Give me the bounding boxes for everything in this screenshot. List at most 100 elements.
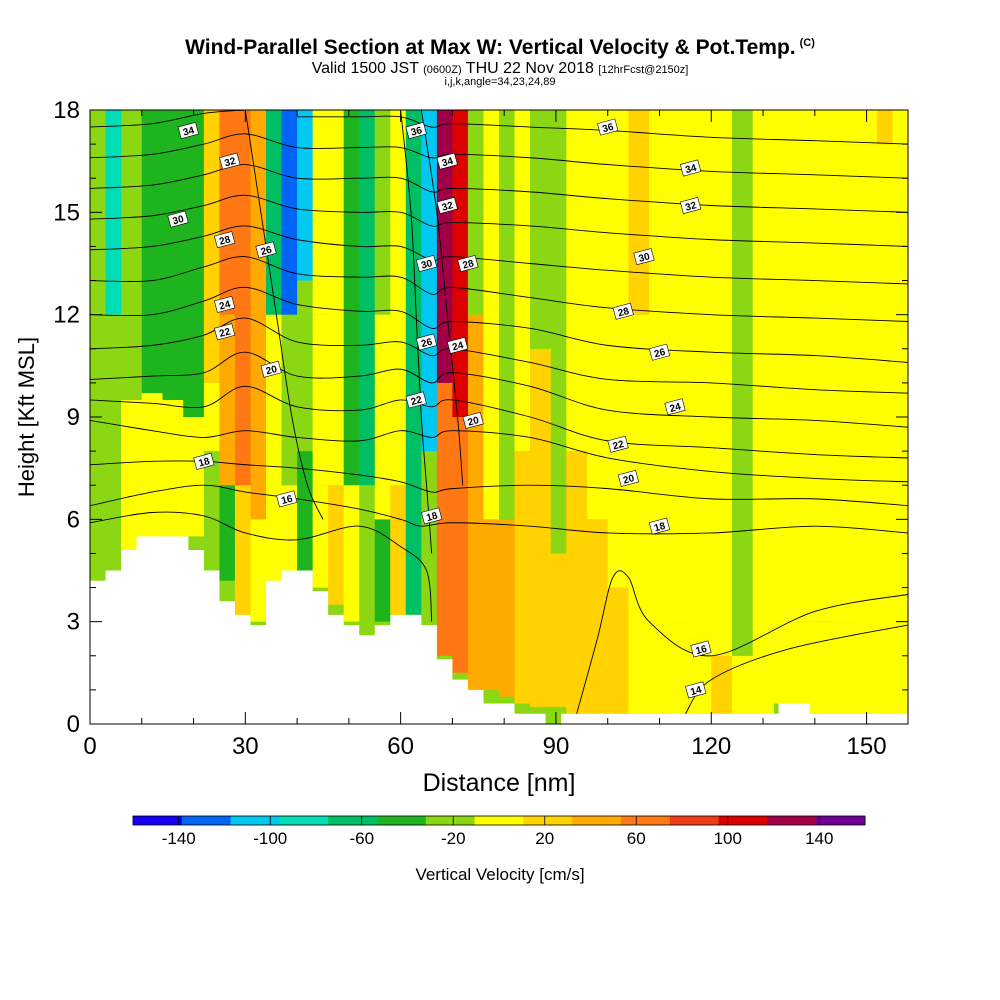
contour-label-text: 36 bbox=[601, 122, 615, 136]
velocity-cell bbox=[141, 110, 164, 394]
velocity-cell bbox=[773, 110, 795, 622]
theta-contour-line bbox=[90, 110, 246, 128]
velocity-cell bbox=[343, 110, 360, 486]
contour-label: 28 bbox=[612, 302, 634, 320]
contour-label-text: 26 bbox=[260, 244, 274, 258]
velocity-cell bbox=[436, 110, 454, 383]
y-tick-label: 18 bbox=[53, 97, 80, 124]
colorbar-swatch bbox=[279, 816, 329, 825]
chart-subtitle: Valid 1500 JST (0600Z) THU 22 Nov 2018 [… bbox=[0, 60, 1000, 78]
theta-contour-line bbox=[297, 115, 908, 145]
chart-indices: i,j,k,angle=34,23,24,89 bbox=[444, 76, 556, 88]
velocity-cell bbox=[203, 110, 221, 383]
contour-label: 18 bbox=[421, 507, 443, 525]
terrain-mask bbox=[90, 536, 908, 724]
colorbar-swatch bbox=[377, 816, 427, 825]
velocity-cell bbox=[628, 314, 650, 588]
velocity-cell bbox=[483, 110, 500, 520]
contour-label: 14 bbox=[685, 681, 707, 699]
velocity-cell bbox=[390, 485, 407, 615]
contour-label-text: 34 bbox=[684, 163, 698, 177]
velocity-cell bbox=[669, 246, 692, 622]
velocity-cell bbox=[892, 110, 908, 714]
velocity-cell bbox=[752, 638, 774, 714]
theta-contour-line bbox=[244, 110, 324, 520]
velocity-cell bbox=[234, 110, 252, 486]
contour-label-text: 14 bbox=[689, 684, 703, 698]
velocity-cell bbox=[95, 110, 107, 349]
contour-label: 22 bbox=[405, 391, 427, 409]
velocity-cell bbox=[483, 519, 500, 690]
theta-contour-line bbox=[420, 110, 464, 486]
contour-label-box bbox=[446, 336, 469, 354]
contour-label-text: 32 bbox=[684, 200, 698, 214]
chart-title-text: Wind-Parallel Section at Max W: Vertical… bbox=[185, 36, 796, 59]
colorbar-swatch bbox=[425, 816, 476, 825]
contour-label-box bbox=[415, 255, 438, 272]
colorbar-swatch bbox=[474, 816, 524, 825]
y-tick-label: 3 bbox=[67, 609, 80, 636]
velocity-cell bbox=[374, 519, 391, 622]
velocity-cell bbox=[550, 553, 567, 707]
contour-label: 30 bbox=[167, 210, 189, 228]
contour-label: 20 bbox=[617, 469, 640, 487]
contour-label-box bbox=[690, 640, 712, 658]
contour-label: 34 bbox=[436, 152, 458, 170]
contour-label-box bbox=[405, 121, 427, 139]
colorbar-tick-label: 20 bbox=[535, 829, 554, 848]
x-tick-label: 90 bbox=[543, 733, 570, 760]
colorbar-tick-label: -20 bbox=[441, 829, 466, 848]
contour-label-text: 22 bbox=[612, 439, 626, 453]
velocity-cell bbox=[514, 451, 531, 704]
contour-label: 16 bbox=[276, 490, 298, 508]
theta-contour-line bbox=[90, 460, 908, 507]
y-tick-label: 12 bbox=[53, 302, 80, 329]
contour-labels: 34 32 30 28 26 24 22 20 18 16 36 34 32 30 28 26 24 22 20 18… bbox=[167, 118, 712, 699]
velocity-cell bbox=[876, 110, 894, 145]
contour-label-box bbox=[177, 121, 199, 139]
contour-label-text: 30 bbox=[420, 258, 434, 272]
velocity-cell bbox=[328, 485, 345, 605]
velocity-cell bbox=[203, 382, 221, 452]
velocity-cell bbox=[587, 519, 609, 714]
colorbar: -140 -100 -60 -20 20 60 100 140 Vertical Velocit… bbox=[132, 815, 866, 884]
contour-label-text: 30 bbox=[172, 214, 186, 228]
contour-label-text: 24 bbox=[451, 340, 465, 354]
velocity-cell bbox=[281, 110, 298, 315]
contour-label-box bbox=[213, 323, 236, 341]
chart-title: Wind-Parallel Section at Max W: Vertical… bbox=[0, 36, 1000, 60]
velocity-cell bbox=[856, 587, 878, 714]
contour-label-box bbox=[607, 435, 629, 453]
terrain-shape bbox=[90, 536, 908, 724]
contour-label-box bbox=[462, 411, 484, 429]
theta-contour-line bbox=[90, 256, 908, 322]
velocity-cell bbox=[162, 110, 184, 400]
colorbar-swatch bbox=[328, 816, 378, 825]
x-tick-label: 150 bbox=[847, 733, 887, 760]
contour-label: 26 bbox=[255, 241, 277, 259]
contour-label-box bbox=[436, 197, 458, 215]
contour-label-text: 20 bbox=[265, 364, 279, 378]
contour-label: 36 bbox=[405, 121, 427, 139]
contour-label-box bbox=[255, 241, 277, 259]
velocity-cell bbox=[95, 348, 107, 581]
contour-label-box bbox=[597, 118, 619, 136]
contour-label-box bbox=[436, 152, 458, 170]
subtitle-valid-time: Valid 1500 JST bbox=[311, 60, 419, 77]
contour-label: 30 bbox=[633, 248, 655, 266]
velocity-cell bbox=[514, 110, 531, 452]
x-tick-label: 120 bbox=[691, 733, 731, 760]
velocity-cell bbox=[794, 110, 816, 622]
contour-label-text: 26 bbox=[420, 337, 434, 351]
velocity-cell bbox=[266, 314, 283, 503]
subtitle-forecast: [12hrFcst@2150z] bbox=[598, 64, 689, 76]
contour-label-text: 24 bbox=[218, 299, 232, 313]
contour-label-box bbox=[219, 152, 241, 170]
contour-label-box bbox=[633, 248, 655, 266]
velocity-cell bbox=[343, 485, 360, 622]
theta-contour-line bbox=[90, 419, 908, 483]
velocity-cell bbox=[467, 110, 485, 315]
contour-label-box bbox=[617, 469, 640, 487]
velocity-cell bbox=[835, 621, 857, 714]
